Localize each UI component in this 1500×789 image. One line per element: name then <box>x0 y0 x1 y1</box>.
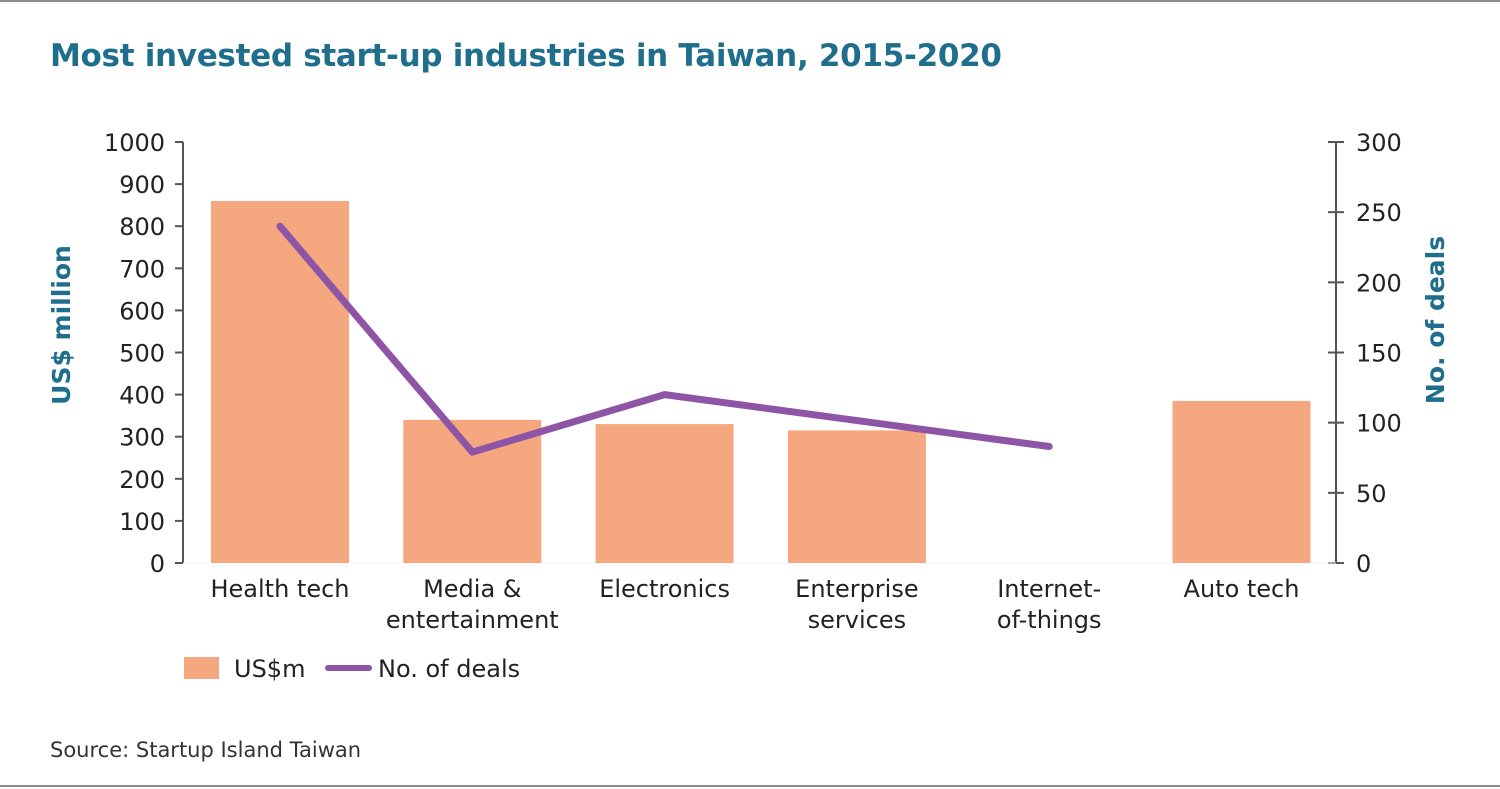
category-label: Enterprise services <box>795 575 918 634</box>
category-label-line: Health tech <box>210 575 349 603</box>
left-tick-label: 200 <box>119 466 165 494</box>
bar <box>403 419 542 563</box>
bar <box>595 424 734 563</box>
legend-label-bar: US$m <box>234 655 305 683</box>
source-note: Source: Startup Island Taiwan <box>50 738 362 762</box>
left-tick-label: 1000 <box>104 129 165 157</box>
axes: 0 100 200 300 400 500 600 700 800 900 1000 0 50 100 15… <box>47 129 1450 578</box>
left-tick-label: 500 <box>119 340 165 368</box>
left-tick-label: 600 <box>119 297 165 325</box>
bottom-rule <box>0 785 1500 787</box>
category-label-line: Auto tech <box>1184 575 1300 603</box>
right-tick-label: 0 <box>1356 550 1371 578</box>
category-labels: Health tech Media & entertainment Electroni… <box>210 575 1299 634</box>
category-label-line: Electronics <box>599 575 730 603</box>
left-tick-label: 700 <box>119 255 165 283</box>
left-tick-label: 800 <box>119 213 165 241</box>
category-label-line: entertainment <box>386 606 559 634</box>
deals-point <box>663 393 666 396</box>
category-label-line: Internet- <box>997 575 1101 603</box>
legend-swatch-bar <box>184 657 219 679</box>
top-rule <box>0 0 1500 2</box>
left-tick-label: 300 <box>119 424 165 452</box>
category-label: Auto tech <box>1184 575 1300 603</box>
chart-title: Most invested start-up industries in Tai… <box>50 38 1002 74</box>
bar <box>787 430 926 563</box>
deals-line <box>276 222 1053 456</box>
bar-series <box>211 200 1311 563</box>
left-tick-label: 400 <box>119 382 165 410</box>
category-label: Electronics <box>599 575 730 603</box>
deals-point <box>471 451 474 454</box>
category-label: Health tech <box>210 575 349 603</box>
category-label-line: Media & <box>423 575 521 603</box>
left-tick-label: 900 <box>119 171 165 199</box>
right-tick-label: 150 <box>1356 340 1402 368</box>
legend-label-line: No. of deals <box>378 655 520 683</box>
deals-point <box>1048 445 1051 448</box>
right-tick-label: 250 <box>1356 199 1402 227</box>
legend: US$m No. of deals <box>184 655 520 683</box>
category-label-line: services <box>808 606 906 634</box>
category-label: Internet-of-things <box>997 575 1102 634</box>
right-tick-label: 300 <box>1356 129 1402 157</box>
category-label: Media & entertainment <box>386 575 559 634</box>
right-tick-label: 100 <box>1356 410 1402 438</box>
category-label-line: Enterprise <box>795 575 918 603</box>
bar <box>211 200 349 563</box>
bar <box>1172 400 1311 563</box>
right-axis-title: No. of deals <box>1421 236 1450 404</box>
right-tick-label: 50 <box>1356 480 1387 508</box>
left-tick-label: 100 <box>119 508 165 536</box>
right-tick-label: 200 <box>1356 269 1402 297</box>
line-series <box>276 222 1053 456</box>
left-tick-label: 0 <box>150 550 165 578</box>
left-axis-title: US$ million <box>47 245 76 405</box>
category-label-line: of-things <box>997 606 1102 634</box>
deals-point <box>279 225 281 228</box>
